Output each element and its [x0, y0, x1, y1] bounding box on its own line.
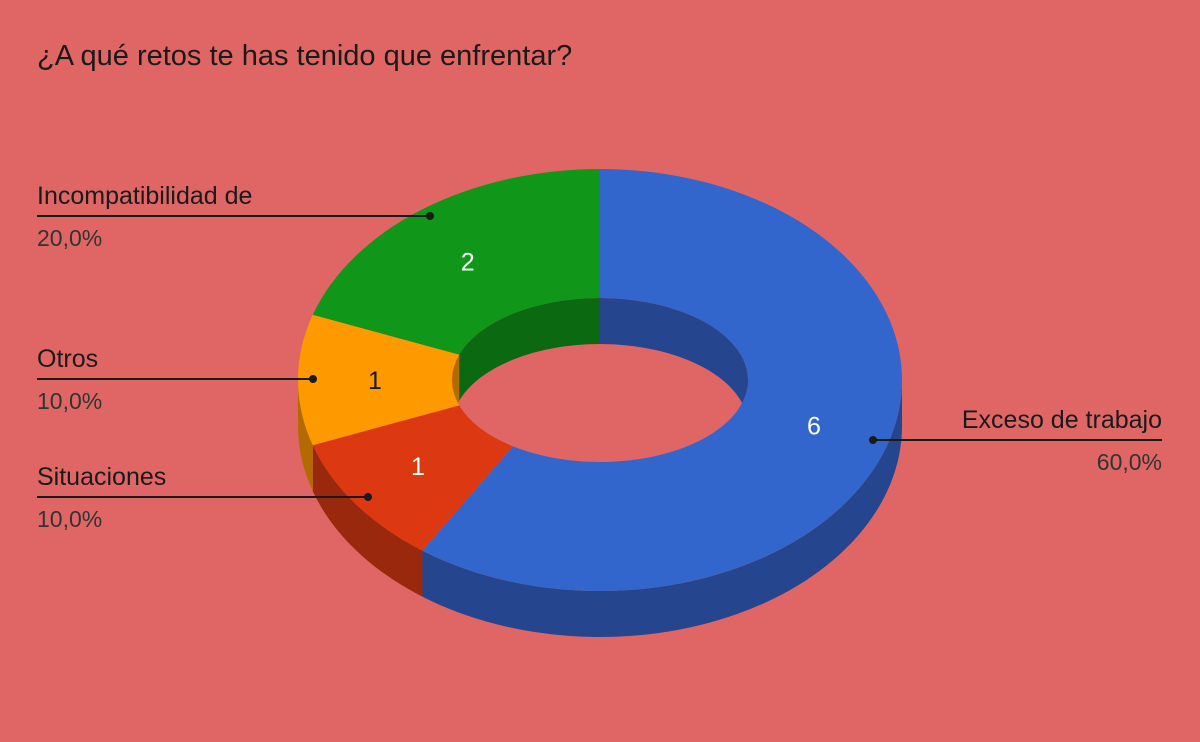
- slice-side-2: [298, 380, 313, 492]
- callout-2: Otros 10,0%: [37, 345, 317, 414]
- legend-percent-2: 10,0%: [37, 388, 102, 414]
- callout-3: Incompatibilidad de 20,0%: [37, 182, 434, 251]
- legend-percent-1: 10,0%: [37, 506, 102, 532]
- legend-percent-0: 60,0%: [1097, 449, 1162, 475]
- legend-percent-3: 20,0%: [37, 225, 102, 251]
- slice-1[interactable]: [312, 405, 514, 551]
- donut-slices: [298, 169, 903, 591]
- slice-inner-wall-3-1: [459, 298, 600, 401]
- slice-value-0: 6: [807, 412, 821, 440]
- slice-0[interactable]: [422, 169, 903, 591]
- slice-side-1: [312, 445, 423, 597]
- chart-title: ¿A qué retos te has tenido que enfrentar…: [37, 40, 572, 72]
- legend-label-0: Exceso de trabajo: [962, 406, 1162, 434]
- callout-1: Situaciones 10,0%: [37, 463, 372, 532]
- legend-label-1: Situaciones: [37, 463, 166, 491]
- slice-value-labels: 6 1 1 2: [368, 248, 821, 481]
- slice-value-3: 2: [461, 248, 475, 276]
- legend-callouts: Exceso de trabajo60,0%Situaciones10,0%Ot…: [37, 182, 1162, 532]
- slice-side-0: [422, 380, 902, 637]
- legend-label-2: Otros: [37, 345, 98, 373]
- callout-0: Exceso de trabajo 60,0%: [869, 406, 1162, 475]
- slice-inner-wall-0-0: [600, 298, 748, 426]
- slice-2[interactable]: [298, 314, 460, 446]
- legend-label-3: Incompatibilidad de: [37, 182, 252, 210]
- donut-sides: [298, 380, 902, 637]
- slice-value-1: 1: [411, 453, 425, 481]
- slice-value-2: 1: [368, 367, 382, 395]
- slice-3[interactable]: [312, 169, 600, 355]
